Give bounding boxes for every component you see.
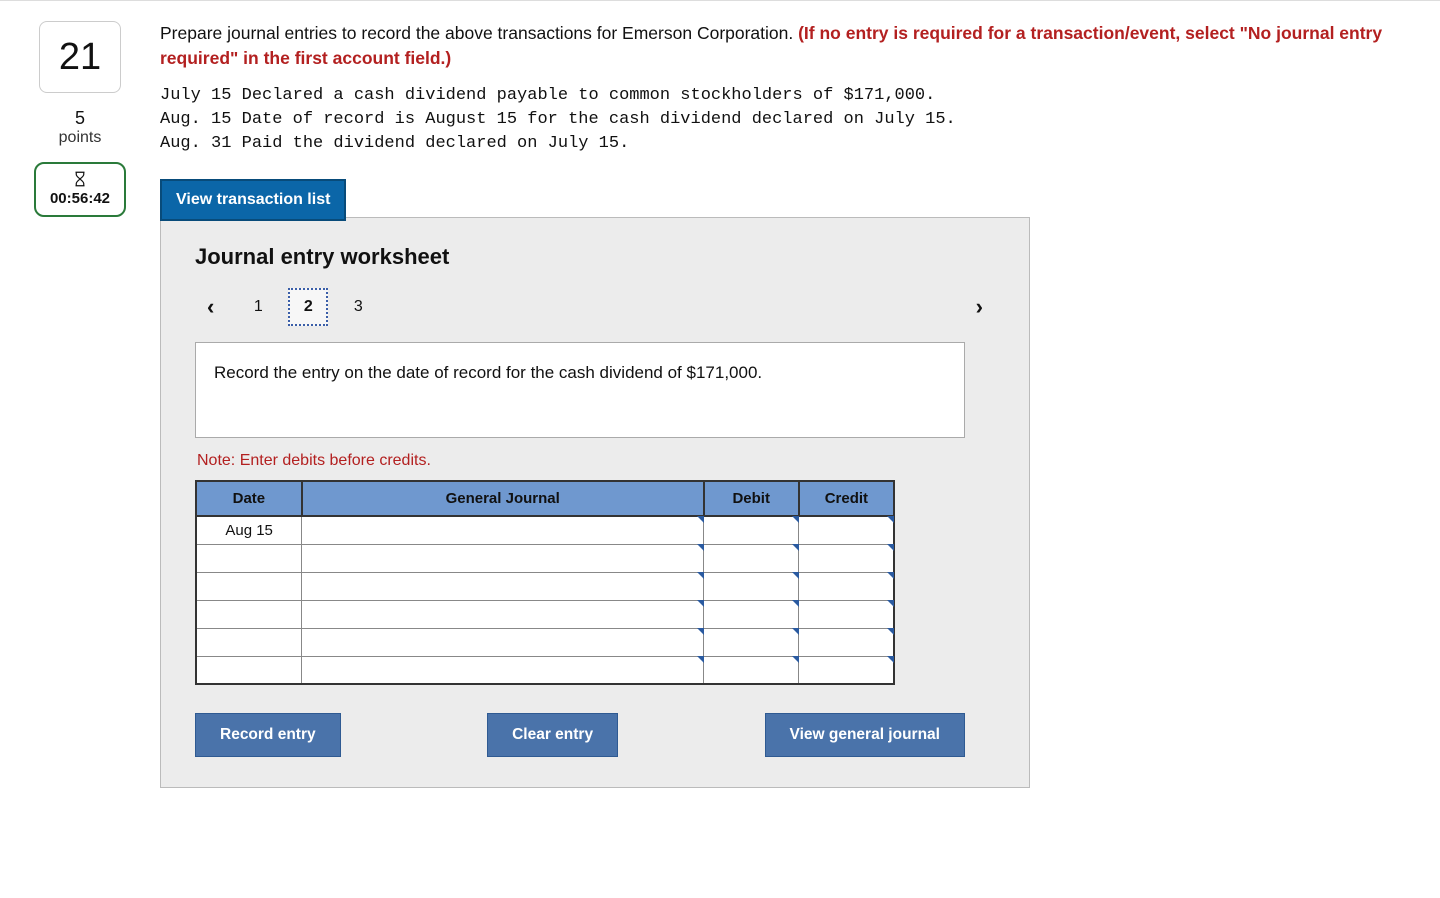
- cell-general-journal[interactable]: [302, 544, 704, 572]
- note-text: Note: Enter debits before credits.: [197, 452, 995, 470]
- question-number-box: 21: [39, 21, 121, 93]
- table-row: [196, 600, 894, 628]
- hourglass-icon: [46, 170, 114, 188]
- cell-date[interactable]: [196, 600, 302, 628]
- table-row: [196, 628, 894, 656]
- cell-credit[interactable]: [799, 600, 894, 628]
- cell-debit[interactable]: [704, 656, 799, 684]
- cell-debit[interactable]: [704, 516, 799, 544]
- col-header-date: Date: [196, 481, 302, 516]
- col-header-general-journal: General Journal: [302, 481, 704, 516]
- col-header-debit: Debit: [704, 481, 799, 516]
- chevron-right-icon[interactable]: ›: [970, 290, 989, 324]
- transactions-list: July 15 Declared a cash dividend payable…: [160, 84, 1390, 155]
- view-transaction-list-button[interactable]: View transaction list: [160, 179, 346, 221]
- worksheet-panel: Journal entry worksheet ‹ 123 › Record t…: [160, 217, 1030, 788]
- main-content: Prepare journal entries to record the ab…: [160, 21, 1390, 788]
- table-row: [196, 656, 894, 684]
- cell-debit[interactable]: [704, 600, 799, 628]
- cell-debit[interactable]: [704, 572, 799, 600]
- view-general-journal-button[interactable]: View general journal: [765, 713, 965, 757]
- cell-credit[interactable]: [799, 572, 894, 600]
- timer-value: 00:56:42: [46, 190, 114, 207]
- col-header-credit: Credit: [799, 481, 894, 516]
- chevron-left-icon[interactable]: ‹: [201, 290, 220, 324]
- cell-date[interactable]: [196, 572, 302, 600]
- question-instructions: Prepare journal entries to record the ab…: [160, 21, 1390, 70]
- cell-debit[interactable]: [704, 628, 799, 656]
- table-header-row: Date General Journal Debit Credit: [196, 481, 894, 516]
- table-row: [196, 572, 894, 600]
- cell-date[interactable]: [196, 628, 302, 656]
- pager-step-2[interactable]: 2: [288, 288, 328, 326]
- cell-credit[interactable]: [799, 628, 894, 656]
- timer-box: 00:56:42: [34, 162, 126, 217]
- cell-date[interactable]: Aug 15: [196, 516, 302, 544]
- pager-step-1[interactable]: 1: [238, 288, 278, 326]
- pager-step-3[interactable]: 3: [338, 288, 378, 326]
- record-entry-button[interactable]: Record entry: [195, 713, 341, 757]
- cell-general-journal[interactable]: [302, 656, 704, 684]
- pager-row: ‹ 123 ›: [195, 284, 995, 342]
- points-label: points: [59, 129, 102, 147]
- clear-entry-button[interactable]: Clear entry: [487, 713, 618, 757]
- table-row: Aug 15: [196, 516, 894, 544]
- action-row: Record entry Clear entry View general jo…: [195, 713, 965, 757]
- step-instruction-box: Record the entry on the date of record f…: [195, 342, 965, 438]
- cell-credit[interactable]: [799, 656, 894, 684]
- cell-general-journal[interactable]: [302, 600, 704, 628]
- cell-credit[interactable]: [799, 544, 894, 572]
- cell-general-journal[interactable]: [302, 516, 704, 544]
- points-group: 5 points: [59, 108, 102, 147]
- step-instruction-text: Record the entry on the date of record f…: [214, 363, 762, 382]
- journal-entry-table: Date General Journal Debit Credit Aug 15: [195, 480, 895, 685]
- question-number: 21: [59, 36, 101, 79]
- pager-left: ‹ 123: [201, 288, 378, 326]
- points-value: 5: [59, 108, 102, 129]
- cell-general-journal[interactable]: [302, 628, 704, 656]
- cell-date[interactable]: [196, 656, 302, 684]
- cell-debit[interactable]: [704, 544, 799, 572]
- cell-credit[interactable]: [799, 516, 894, 544]
- cell-date[interactable]: [196, 544, 302, 572]
- worksheet-title: Journal entry worksheet: [195, 244, 995, 270]
- table-row: [196, 544, 894, 572]
- page-root: 21 5 points 00:56:42 Prepare journal ent…: [0, 0, 1440, 808]
- instructions-lead: Prepare journal entries to record the ab…: [160, 23, 798, 43]
- pager-slots: 123: [238, 288, 378, 326]
- cell-general-journal[interactable]: [302, 572, 704, 600]
- sidebar: 21 5 points 00:56:42: [30, 21, 130, 788]
